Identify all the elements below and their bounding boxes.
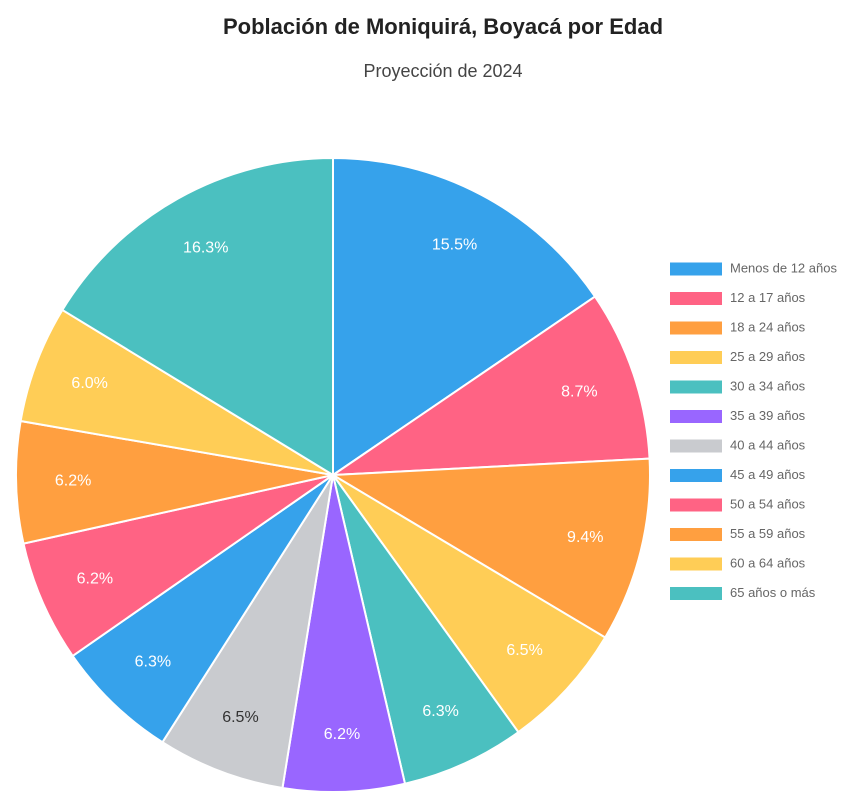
data-label: 6.3%: [422, 703, 458, 720]
legend-label: 30 a 34 años: [730, 378, 806, 393]
legend-swatch: [670, 498, 722, 512]
legend-swatch: [670, 528, 722, 541]
data-label: 15.5%: [432, 236, 477, 253]
pie-slice: [22, 474, 334, 658]
pie-slice: [15, 419, 334, 545]
legend-label: 40 a 44 años: [730, 437, 806, 452]
legend-label: 45 a 49 años: [730, 467, 806, 482]
legend-swatch: [670, 557, 722, 571]
data-label: 8.7%: [561, 383, 597, 400]
legend-swatch: [670, 380, 722, 394]
data-label: 6.5%: [222, 709, 258, 726]
legend-swatch: [670, 292, 722, 305]
legend-label: 55 a 59 años: [730, 526, 806, 541]
legend-label: 60 a 64 años: [730, 555, 806, 570]
legend-swatch: [670, 587, 722, 600]
data-label: 9.4%: [567, 529, 603, 546]
legend-label: Menos de 12 años: [730, 260, 837, 275]
legend-label: 18 a 24 años: [730, 319, 806, 334]
chart-subtitle: Proyección de 2024: [363, 61, 522, 81]
data-label: 6.2%: [324, 726, 360, 743]
data-label: 16.3%: [183, 240, 228, 257]
pie-slice: [332, 474, 607, 734]
legend-label: 65 años o más: [730, 585, 816, 600]
legend-label: 25 a 29 años: [730, 349, 806, 364]
data-label: 6.2%: [77, 570, 113, 587]
legend-label: 35 a 39 años: [730, 408, 806, 423]
legend-swatch: [670, 439, 722, 453]
pie-slice: [329, 457, 651, 639]
pie-slice: [161, 474, 334, 790]
data-label: 6.5%: [506, 642, 542, 659]
pie-slice: [332, 474, 520, 785]
legend-swatch: [670, 351, 722, 364]
data-label: 6.3%: [135, 654, 171, 671]
legend-swatch: [670, 262, 722, 276]
chart-title: Población de Moniquirá, Boyacá por Edad: [223, 14, 663, 39]
legend-label: 12 a 17 años: [730, 290, 806, 305]
data-label: 6.2%: [55, 472, 91, 489]
pie-slice: [329, 295, 651, 477]
legend-swatch: [670, 410, 722, 423]
pie-slice: [281, 474, 407, 793]
pie-slice: [60, 156, 334, 477]
legend-label: 50 a 54 años: [730, 496, 806, 511]
pie-slice: [19, 308, 334, 476]
data-label: 6.0%: [71, 375, 107, 392]
pie-slice: [71, 474, 334, 744]
legend-swatch: [670, 469, 722, 482]
pie-slice: [332, 156, 597, 477]
legend-swatch: [670, 321, 722, 335]
